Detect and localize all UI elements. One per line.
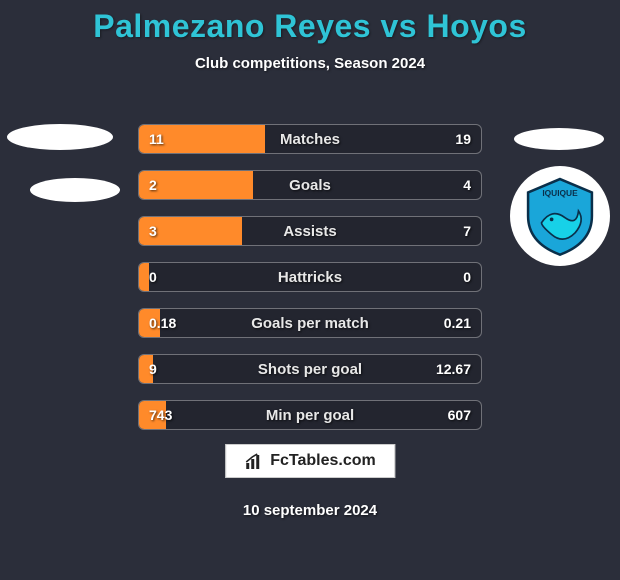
stat-value-right: 12.67 (436, 355, 471, 383)
stat-row: 0.18Goals per match0.21 (138, 308, 482, 338)
fctables-logo: FcTables.com (225, 444, 395, 478)
ellipse-shape (30, 178, 120, 202)
stat-row: 2Goals4 (138, 170, 482, 200)
bar-left-fill (139, 309, 160, 337)
stat-row: 0Hattricks0 (138, 262, 482, 292)
stat-row: 11Matches19 (138, 124, 482, 154)
footer-logo-text: FcTables.com (270, 452, 376, 470)
bar-left-fill (139, 355, 153, 383)
stat-label: Hattricks (139, 263, 481, 291)
stat-value-left: 0 (149, 263, 157, 291)
ellipse-shape (514, 128, 604, 150)
stat-value-right: 19 (455, 125, 471, 153)
bar-left-fill (139, 401, 166, 429)
player-right-badge: IQUIQUE (506, 110, 614, 218)
crest-icon: IQUIQUE (518, 174, 602, 258)
player-left-badge (6, 110, 114, 218)
club-crest: IQUIQUE (510, 166, 610, 266)
stat-label: Shots per goal (139, 355, 481, 383)
stat-row: 743Min per goal607 (138, 400, 482, 430)
bar-left-fill (139, 217, 242, 245)
bar-left-fill (139, 171, 253, 199)
stat-row: 3Assists7 (138, 216, 482, 246)
bar-left-fill (139, 125, 265, 153)
stat-value-right: 7 (463, 217, 471, 245)
stat-label: Min per goal (139, 401, 481, 429)
crest-text: IQUIQUE (542, 188, 578, 198)
bar-left-fill (139, 263, 149, 291)
stat-row: 9Shots per goal12.67 (138, 354, 482, 384)
stat-value-right: 0.21 (444, 309, 471, 337)
stat-label: Goals per match (139, 309, 481, 337)
chart-icon (244, 451, 264, 471)
stat-value-right: 607 (448, 401, 471, 429)
page-title: Palmezano Reyes vs Hoyos (0, 0, 620, 45)
ellipse-shape (7, 124, 113, 150)
stat-value-right: 0 (463, 263, 471, 291)
page-subtitle: Club competitions, Season 2024 (0, 55, 620, 72)
footer-date: 10 september 2024 (0, 502, 620, 519)
stats-bars: 11Matches19 2Goals4 3Assists7 0Hattricks0 0.… (138, 124, 482, 446)
stat-value-right: 4 (463, 171, 471, 199)
